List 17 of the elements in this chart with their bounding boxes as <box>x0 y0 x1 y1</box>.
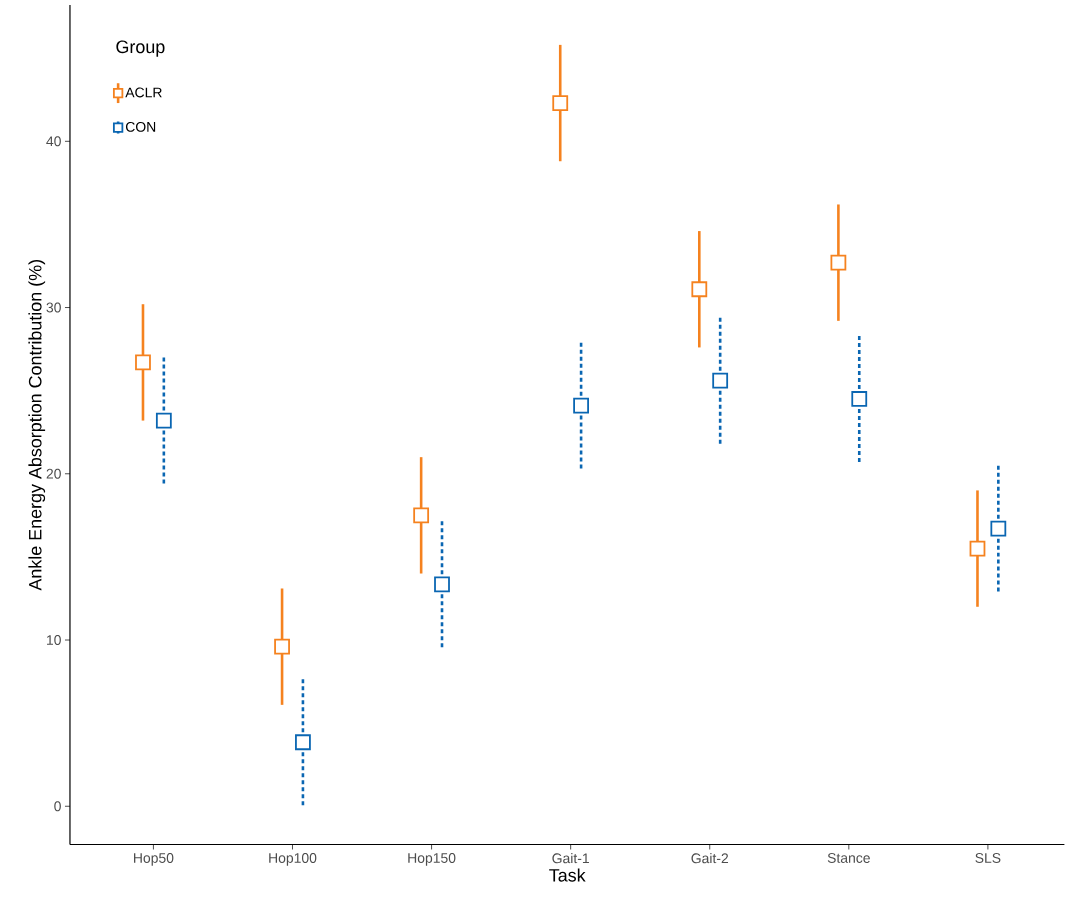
legend-label: ACLR <box>125 87 162 98</box>
x-tick-label: Hop100 <box>269 852 317 866</box>
x-tick-label: Gait-2 <box>691 852 729 864</box>
x-tick-label: Stance <box>827 852 870 863</box>
y-axis-title: Ankle Energy Absorption Contribution (%) <box>28 259 46 591</box>
y-tick-label: 20 <box>46 468 61 479</box>
y-tick-label: 10 <box>47 634 61 645</box>
y-tick-label: 30 <box>46 302 61 313</box>
x-tick-label: SLS <box>975 852 1001 863</box>
legend-label: CON <box>125 121 156 132</box>
x-tick-label: Gait-1 <box>552 852 589 864</box>
x-tick-label: Hop50 <box>134 852 174 866</box>
legend-title: Group <box>116 40 165 57</box>
y-tick-label: 40 <box>46 136 61 146</box>
x-tick-label: Hop150 <box>408 852 456 866</box>
x-axis-title: Task <box>549 868 586 882</box>
y-tick-label: 0 <box>54 801 61 811</box>
